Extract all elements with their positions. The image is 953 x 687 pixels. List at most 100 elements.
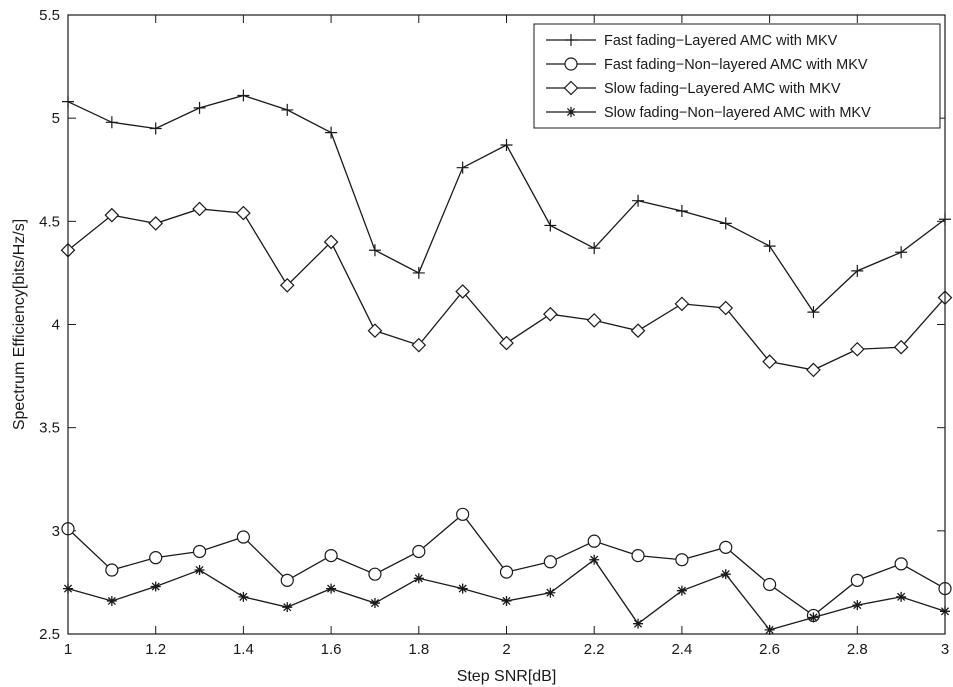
marker-plus xyxy=(237,89,250,102)
marker-asterisk xyxy=(589,554,600,565)
marker-asterisk xyxy=(150,581,161,592)
marker-diamond xyxy=(543,306,558,322)
marker-circle xyxy=(149,551,163,565)
marker-diamond xyxy=(148,216,164,231)
legend-label: Slow fading−Non−layered AMC with MKV xyxy=(604,105,871,121)
x-tick-label: 1.4 xyxy=(233,641,254,658)
y-tick-label: 3 xyxy=(52,523,60,540)
marker-plus xyxy=(719,217,732,230)
marker-plus xyxy=(851,264,864,277)
marker-plus xyxy=(565,34,577,46)
marker-plus xyxy=(281,103,294,116)
marker-circle xyxy=(850,573,864,587)
x-tick-label: 3 xyxy=(941,641,949,658)
marker-asterisk xyxy=(808,612,819,623)
marker-plus xyxy=(675,205,688,218)
marker-asterisk xyxy=(282,602,293,613)
marker-plus xyxy=(544,219,557,232)
marker-asterisk xyxy=(369,598,380,609)
marker-diamond xyxy=(563,80,579,96)
marker-asterisk xyxy=(566,107,576,117)
marker-plus xyxy=(368,244,381,257)
marker-asterisk xyxy=(326,583,337,594)
marker-asterisk xyxy=(764,624,775,635)
marker-circle xyxy=(631,548,645,563)
y-tick-label: 5.5 xyxy=(39,7,60,24)
series-2 xyxy=(61,507,952,623)
marker-circle xyxy=(412,544,426,559)
marker-diamond xyxy=(192,201,207,217)
marker-plus xyxy=(193,101,206,114)
marker-circle xyxy=(719,540,733,554)
legend-box xyxy=(533,23,941,129)
marker-diamond xyxy=(367,323,383,339)
legend: Fast fading−Layered AMC with MKV Fast fad… xyxy=(533,23,941,129)
marker-circle xyxy=(675,553,689,567)
marker-asterisk xyxy=(194,565,205,576)
marker-diamond xyxy=(586,313,602,328)
legend-item-2: Fast fading−Non−layered AMC with MKV xyxy=(546,57,868,73)
y-tick-label: 4.5 xyxy=(39,213,60,230)
x-tick-label: 2.2 xyxy=(584,641,605,658)
marker-asterisk xyxy=(501,595,512,606)
marker-circle xyxy=(105,563,119,577)
marker-diamond xyxy=(718,300,734,316)
x-tick-label: 1.6 xyxy=(321,641,342,658)
marker-diamond xyxy=(762,354,777,369)
marker-plus xyxy=(500,138,513,151)
legend-item-4: Slow fading−Non−layered AMC with MKV xyxy=(546,105,871,121)
y-tick-label: 3.5 xyxy=(39,420,60,437)
marker-circle xyxy=(280,573,294,587)
marker-diamond xyxy=(806,362,821,378)
x-axis-label: Step SNR[dB] xyxy=(457,668,557,685)
marker-diamond xyxy=(323,234,339,250)
marker-circle xyxy=(324,548,338,563)
legend-label: Fast fading−Layered AMC with MKV xyxy=(604,33,838,49)
x-tick-label: 2.6 xyxy=(759,641,780,658)
marker-diamond xyxy=(104,207,120,223)
marker-circle xyxy=(762,577,777,592)
x-tick-label: 1.8 xyxy=(408,641,429,658)
legend-item-3: Slow fading−Layered AMC with MKV xyxy=(546,80,841,97)
x-tick-label: 2 xyxy=(502,641,510,658)
marker-asterisk xyxy=(106,595,117,606)
x-tick-label: 1 xyxy=(64,641,72,658)
marker-plus xyxy=(632,194,645,207)
marker-circle xyxy=(192,544,207,559)
y-axis-ticks: 2.5 3 3.5 4 4.5 5 5.5 xyxy=(39,7,945,643)
marker-asterisk xyxy=(720,569,731,580)
marker-plus xyxy=(105,116,118,129)
marker-plus xyxy=(412,266,425,279)
marker-asterisk xyxy=(852,600,863,611)
marker-diamond xyxy=(849,341,865,357)
marker-plus xyxy=(895,246,908,259)
y-tick-label: 5 xyxy=(52,110,60,127)
marker-asterisk xyxy=(545,587,556,598)
marker-asterisk xyxy=(676,585,687,596)
x-tick-label: 2.8 xyxy=(847,641,868,658)
marker-circle xyxy=(368,567,382,581)
marker-plus xyxy=(763,240,776,253)
marker-plus xyxy=(149,122,162,135)
marker-diamond xyxy=(455,284,470,299)
marker-diamond xyxy=(279,277,295,293)
legend-item-1: Fast fading−Layered AMC with MKV xyxy=(546,33,838,49)
marker-asterisk xyxy=(633,618,644,629)
plot-area-frame xyxy=(67,14,946,635)
marker-diamond xyxy=(411,337,427,353)
marker-plus xyxy=(588,242,601,255)
marker-circle xyxy=(499,565,514,579)
marker-diamond xyxy=(499,335,514,351)
y-tick-label: 4 xyxy=(52,317,60,334)
marker-plus xyxy=(456,161,469,174)
x-axis-ticks: 1 1.2 1.4 1.6 1.8 2 2.2 2.4 2.6 2.8 3 xyxy=(64,15,949,658)
legend-label: Fast fading−Non−layered AMC with MKV xyxy=(604,57,868,73)
marker-asterisk xyxy=(238,591,249,602)
marker-diamond xyxy=(893,339,909,355)
marker-asterisk xyxy=(896,591,907,602)
marker-circle xyxy=(587,534,601,548)
x-tick-label: 1.2 xyxy=(145,641,166,658)
marker-asterisk xyxy=(413,573,424,584)
y-axis-label: Spectrum Efficiency[bits/Hz/s] xyxy=(11,219,28,430)
